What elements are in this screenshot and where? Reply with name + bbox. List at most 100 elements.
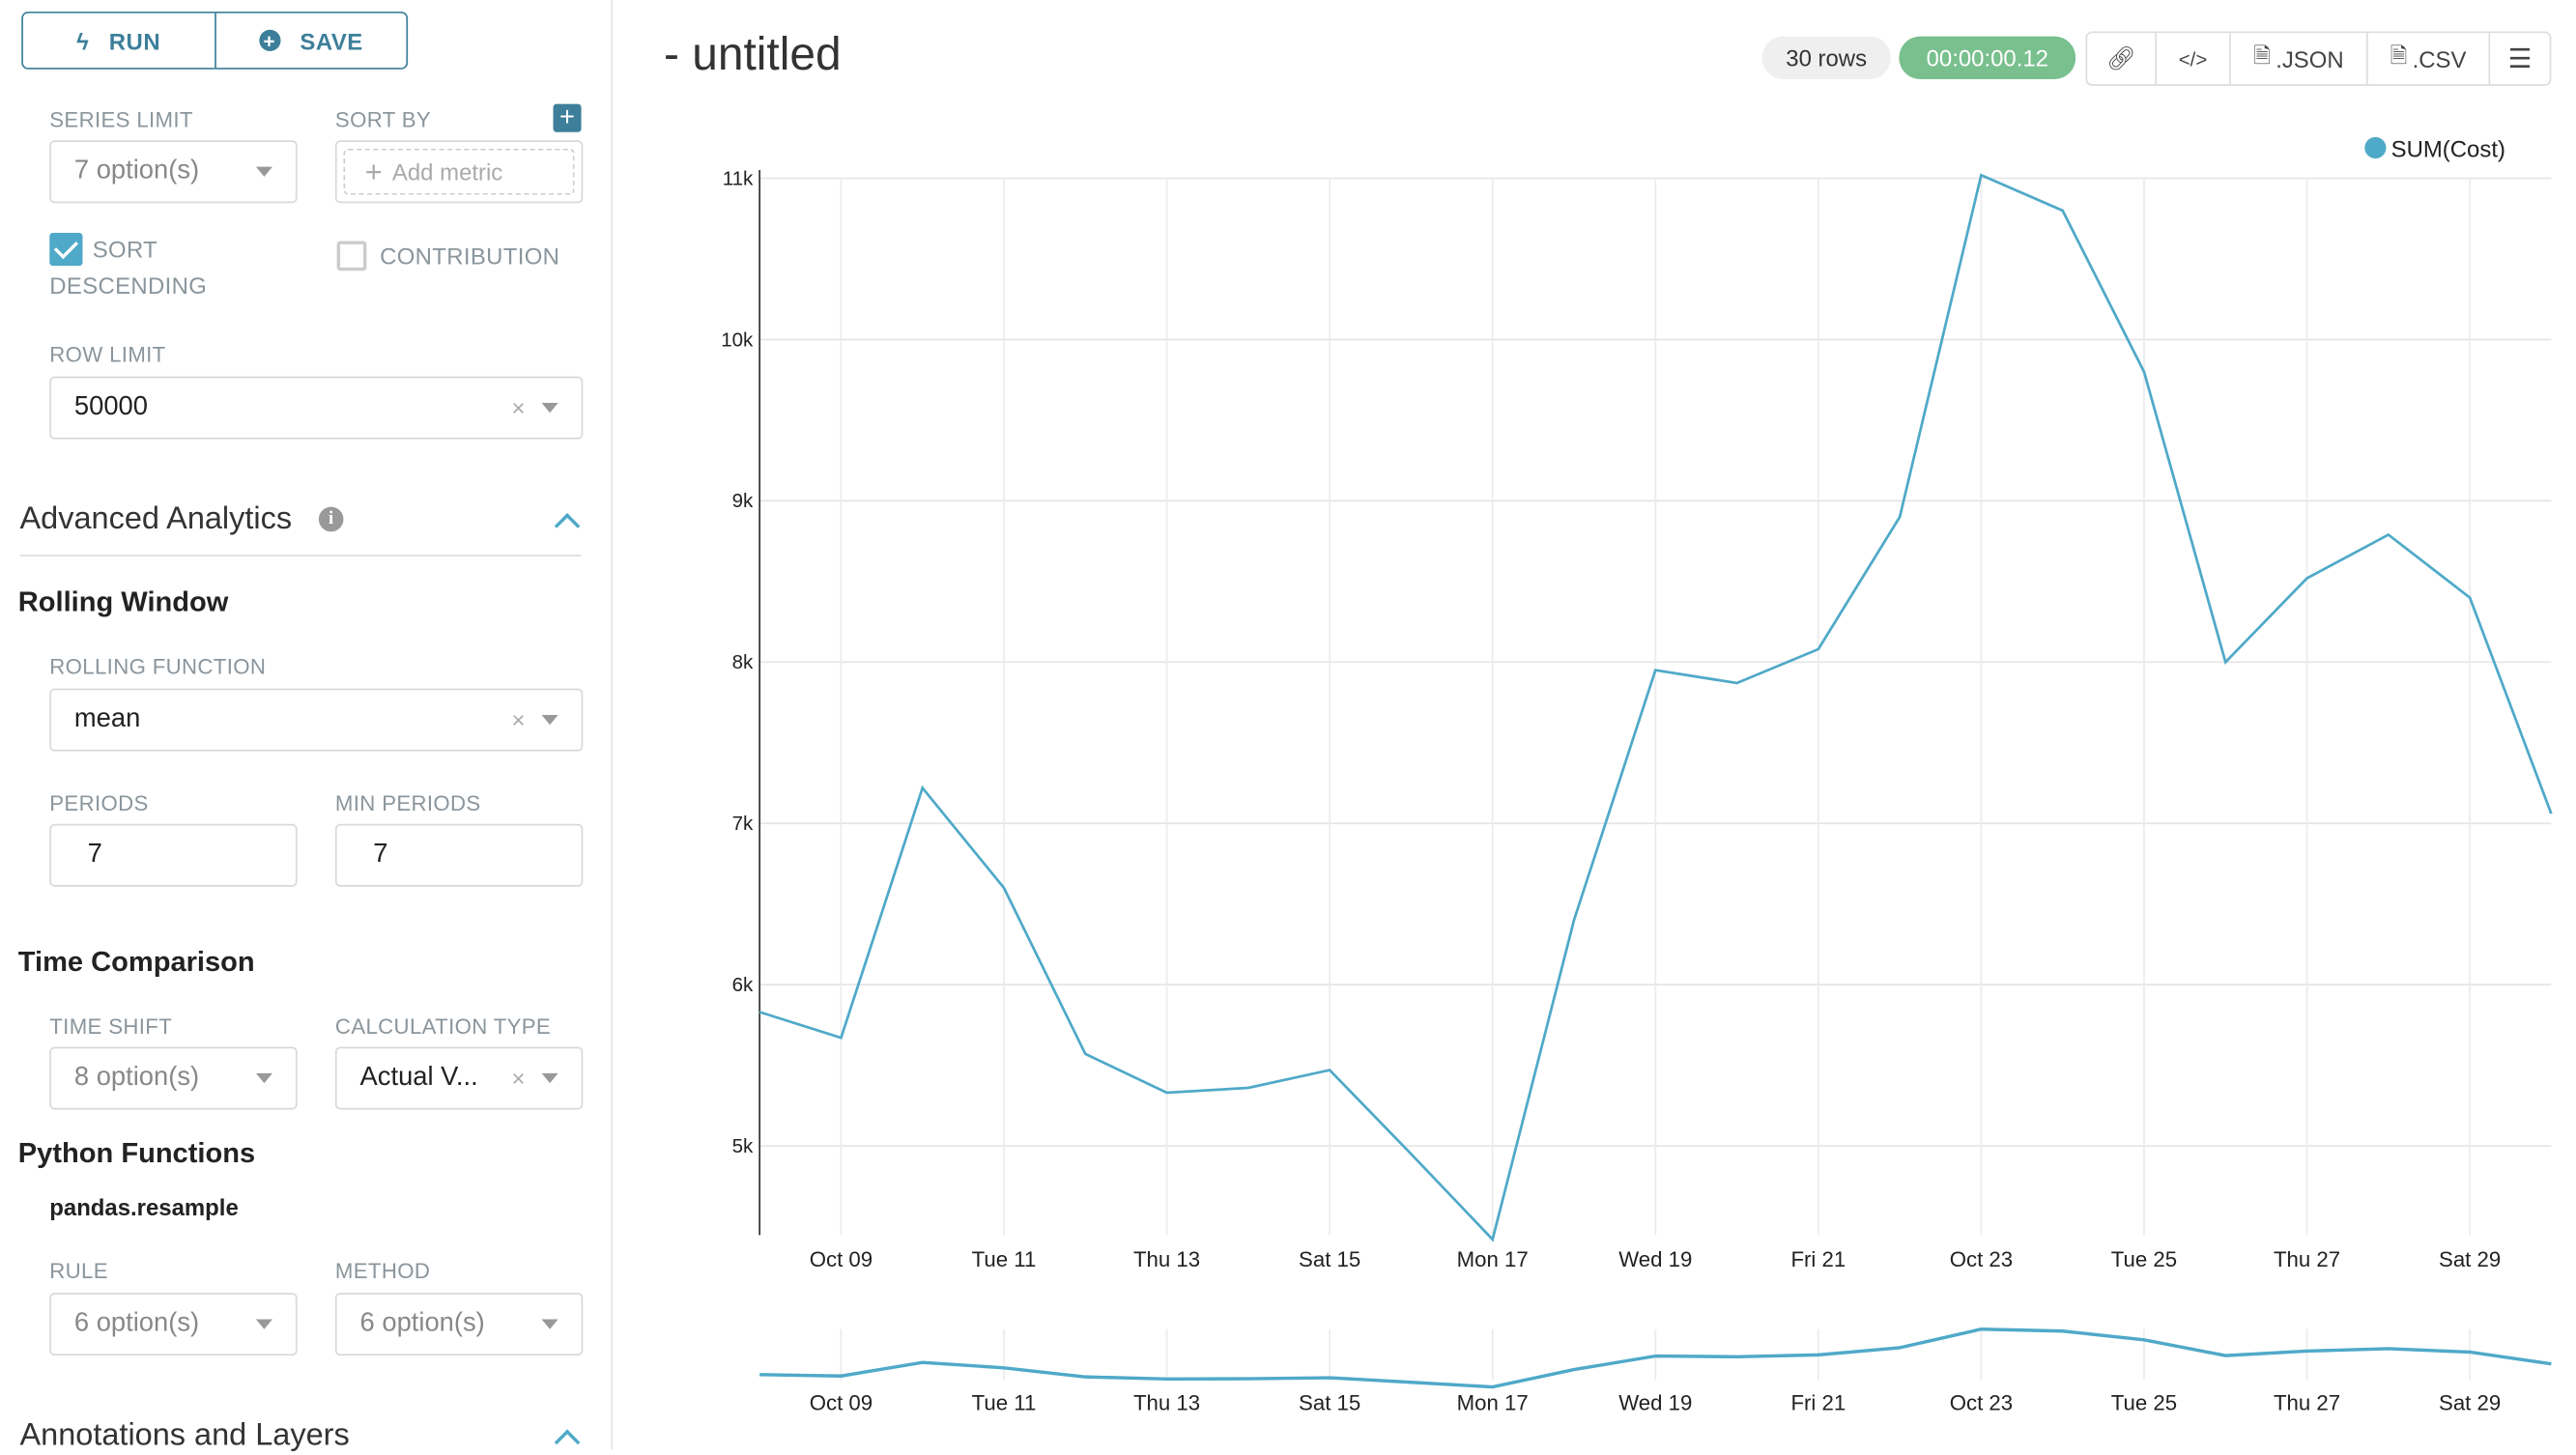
clear-icon[interactable]: × <box>511 1065 526 1092</box>
periods-value: 7 <box>87 840 102 869</box>
bolt-icon: ϟ <box>76 27 90 54</box>
add-sort-by-button[interactable]: + <box>553 103 582 132</box>
brush-x-tick-label: Thu 27 <box>2274 1390 2340 1414</box>
brush-x-tick-label: Sat 29 <box>2439 1390 2501 1414</box>
min-periods-input[interactable]: 7 <box>334 823 584 887</box>
caret-down-icon <box>255 1072 272 1084</box>
method-select[interactable]: 6 option(s) <box>334 1293 584 1356</box>
rule-label: RULE <box>49 1258 108 1283</box>
clear-icon[interactable]: × <box>511 706 526 733</box>
time-shift-select[interactable]: 8 option(s) <box>49 1046 298 1110</box>
sort-by-field: + Add metric <box>334 140 584 204</box>
save-label: SAVE <box>300 27 363 54</box>
plus-circle-icon: + <box>258 29 280 51</box>
brush-x-tick-label: Mon 17 <box>1457 1390 1529 1414</box>
caret-down-icon <box>255 1319 272 1329</box>
chart-title[interactable]: - untitled <box>664 28 842 80</box>
json-label: .JSON <box>2275 44 2344 72</box>
caret-down-icon <box>255 166 272 177</box>
caret-down-icon <box>541 1319 558 1329</box>
divider <box>19 555 582 556</box>
y-tick-label: 11k <box>723 167 754 189</box>
x-tick-label: Wed 19 <box>1618 1247 1692 1271</box>
method-value: 6 option(s) <box>359 1309 485 1338</box>
x-tick-label: Thu 13 <box>1133 1247 1200 1271</box>
run-save-button-group: ϟ RUN + SAVE <box>21 11 409 70</box>
file-code-icon: 🗎 <box>2253 42 2272 68</box>
legend-label[interactable]: SUM(Cost) <box>2390 135 2505 162</box>
x-tick-label: Mon 17 <box>1457 1247 1529 1271</box>
sort-descending-checkbox[interactable] <box>49 232 83 267</box>
brush-x-tick-label: Oct 09 <box>810 1390 873 1414</box>
x-tick-label: Fri 21 <box>1790 1247 1846 1271</box>
brush-x-tick-label: Thu 13 <box>1133 1390 1200 1414</box>
row-count-badge: 30 rows <box>1761 36 1891 80</box>
brush-series-line <box>759 1327 2552 1389</box>
sort-descending-label: SORT <box>92 236 158 263</box>
y-tick-label: 10k <box>721 328 754 351</box>
annotations-title[interactable]: Annotations and Layers <box>19 1418 350 1453</box>
periods-input[interactable]: 7 <box>49 823 298 887</box>
legend-swatch[interactable] <box>2364 136 2387 159</box>
time-shift-label: TIME SHIFT <box>49 1013 173 1039</box>
min-periods-value: 7 <box>373 840 388 869</box>
sort-descending-label-2: DESCENDING <box>49 271 208 300</box>
csv-label: .CSV <box>2412 44 2467 72</box>
advanced-analytics-title[interactable]: Advanced Analytics <box>19 501 293 537</box>
contribution-checkbox[interactable] <box>336 241 367 271</box>
share-link-button[interactable]: 🔗︎ <box>2087 33 2155 84</box>
brush-x-tick-label: Fri 21 <box>1790 1390 1846 1414</box>
more-menu-button[interactable]: ☰ <box>2488 33 2549 85</box>
x-tick-label: Tue 11 <box>972 1247 1037 1271</box>
query-duration-badge: 00:00:00.12 <box>1899 36 2076 80</box>
rule-value: 6 option(s) <box>73 1309 200 1338</box>
calculation-type-select[interactable]: Actual V... × <box>334 1046 584 1110</box>
x-tick-label: Oct 09 <box>810 1247 873 1271</box>
export-csv-button[interactable]: 🗎 .CSV <box>2365 33 2488 85</box>
run-button[interactable]: ϟ RUN <box>23 14 214 68</box>
rolling-function-label: ROLLING FUNCTION <box>49 653 267 679</box>
x-tick-label: Thu 27 <box>2274 1247 2340 1271</box>
rolling-function-select[interactable]: mean × <box>49 688 584 752</box>
y-tick-label: 8k <box>732 651 754 673</box>
row-limit-select[interactable]: 50000 × <box>49 376 584 440</box>
calculation-type-label: CALCULATION TYPE <box>334 1013 552 1039</box>
rule-select[interactable]: 6 option(s) <box>49 1293 298 1356</box>
embed-code-button[interactable]: </> <box>2155 33 2229 85</box>
time-shift-value: 8 option(s) <box>73 1063 200 1092</box>
add-metric-button[interactable]: + Add metric <box>343 148 575 195</box>
brush-x-tick-label: Tue 25 <box>2111 1390 2177 1414</box>
clear-icon[interactable]: × <box>511 394 526 421</box>
periods-label: PERIODS <box>49 790 149 816</box>
series-limit-value: 7 option(s) <box>73 157 200 185</box>
x-tick-label: Oct 23 <box>1950 1247 2013 1271</box>
add-metric-placeholder: Add metric <box>391 158 503 185</box>
series-limit-select[interactable]: 7 option(s) <box>49 140 298 204</box>
export-json-button[interactable]: 🗎 .JSON <box>2229 33 2366 85</box>
control-panel: ϟ RUN + SAVE SERIES LIMIT 7 option(s) SO… <box>0 0 614 1455</box>
caret-down-icon <box>541 714 558 726</box>
brush-x-tick-label: Wed 19 <box>1618 1390 1692 1414</box>
pandas-resample-subtitle: pandas.resample <box>49 1193 239 1220</box>
y-tick-label: 6k <box>732 974 754 996</box>
link-icon: 🔗︎ <box>2106 44 2136 71</box>
chart-actions: 🔗︎ </> 🗎 .JSON 🗎 .CSV ☰ <box>2085 31 2552 86</box>
y-tick-label: 7k <box>732 813 754 835</box>
x-tick-label: Sat 29 <box>2439 1247 2501 1271</box>
y-tick-label: 5k <box>732 1135 754 1157</box>
brush-x-tick-label: Tue 11 <box>972 1390 1037 1414</box>
run-label: RUN <box>108 27 161 54</box>
caret-down-icon <box>541 1072 558 1084</box>
sort-by-label: SORT BY <box>334 107 432 132</box>
brush-x-tick-label: Oct 23 <box>1950 1390 2013 1414</box>
contribution-label: CONTRIBUTION <box>380 242 560 270</box>
info-icon[interactable]: i <box>318 506 344 532</box>
method-label: METHOD <box>334 1258 431 1283</box>
series-line <box>758 173 2553 1242</box>
plus-icon: + <box>364 154 383 187</box>
series-limit-label: SERIES LIMIT <box>49 107 193 132</box>
file-text-icon: 🗎 <box>2390 42 2408 68</box>
save-button[interactable]: + SAVE <box>214 13 406 69</box>
y-tick-label: 9k <box>732 490 754 512</box>
time-comparison-title: Time Comparison <box>17 946 255 978</box>
